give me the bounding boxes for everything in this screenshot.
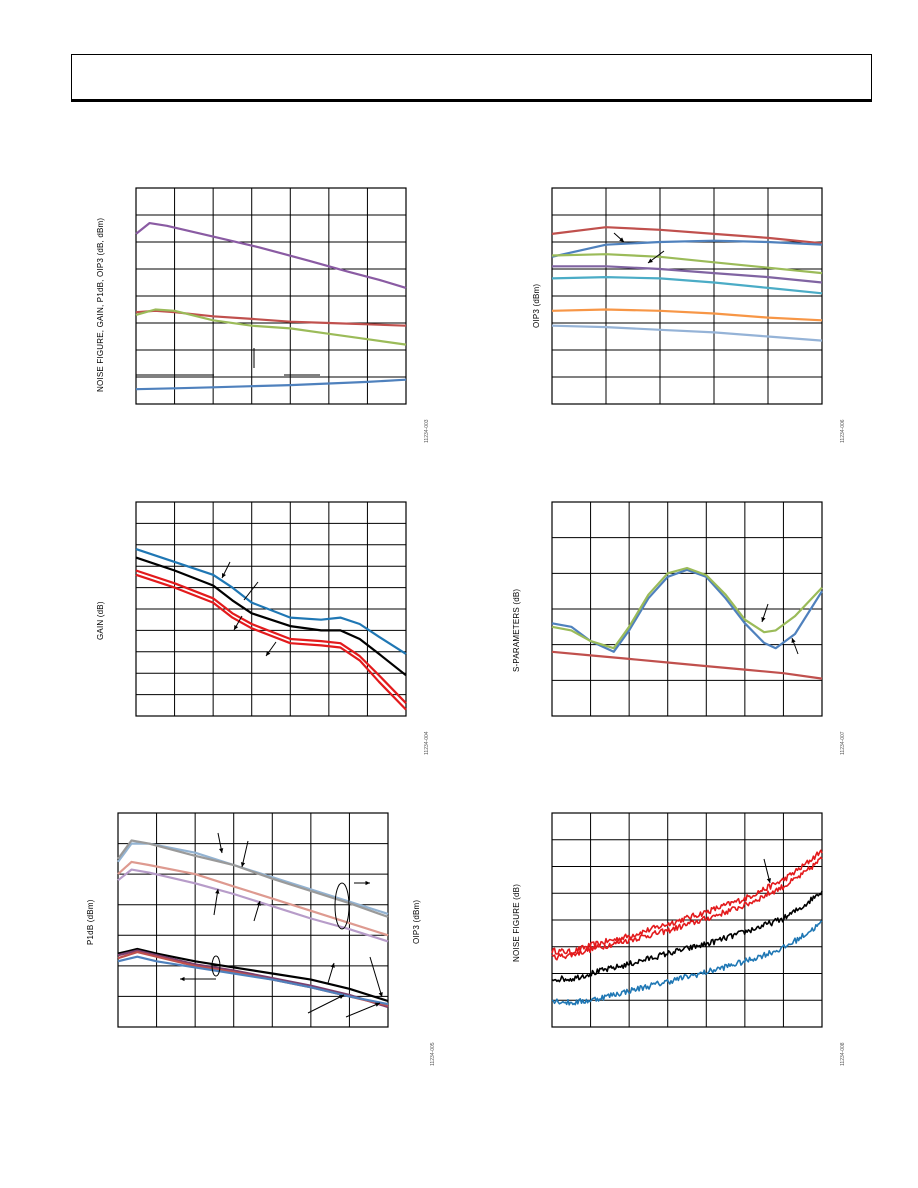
pointer-arrow-head xyxy=(648,258,653,263)
pointer-arrow xyxy=(243,581,259,601)
series-line xyxy=(117,947,389,1003)
series-line xyxy=(551,239,823,258)
figure-id-fig5: 11234-005 xyxy=(430,1042,436,1066)
series-line xyxy=(117,951,389,1007)
pointer-arrow-head xyxy=(330,963,335,968)
pointer-arrow-head xyxy=(218,848,224,853)
pointer-arrow-head xyxy=(619,237,624,242)
series-line xyxy=(551,849,823,956)
series-group-oval-oip3 xyxy=(334,882,350,930)
figure-id-fig6: 11234-006 xyxy=(840,419,846,443)
pointer-arrow-head xyxy=(180,976,185,982)
series-line xyxy=(117,955,389,1006)
series-line xyxy=(135,378,407,391)
chart-plot-area xyxy=(551,187,823,405)
chart-p1db-oip3 xyxy=(117,812,389,1028)
plot-frame xyxy=(117,812,389,1028)
pointer-arrow xyxy=(345,1002,381,1018)
chart-plot-area xyxy=(135,187,407,405)
series-line xyxy=(551,856,823,961)
pointer-arrow-head xyxy=(266,651,271,656)
y-axis-label-left-fig5: P1dB (dBm) xyxy=(86,899,95,945)
y-axis-label-fig6: OIP3 (dBm) xyxy=(532,283,541,328)
plot-frame xyxy=(551,812,823,1028)
pointer-arrow-head xyxy=(365,880,370,886)
plot-frame xyxy=(551,501,823,717)
series-line xyxy=(551,920,823,1006)
series-line xyxy=(135,221,407,289)
chart-plot-area xyxy=(117,812,389,1028)
series-line xyxy=(117,949,389,1009)
plot-frame xyxy=(135,187,407,405)
series-line xyxy=(551,253,823,275)
chart-plot-area xyxy=(551,812,823,1028)
series-line xyxy=(135,309,407,327)
pointer-arrow-head xyxy=(791,638,796,643)
series-line xyxy=(551,890,823,983)
series-group-oval-p1db xyxy=(211,955,221,977)
pointer-arrow xyxy=(307,994,345,1014)
pointer-arrow-head xyxy=(761,617,766,622)
pointer-arrow-head xyxy=(222,573,226,578)
series-line xyxy=(135,573,407,711)
series-line xyxy=(551,226,823,245)
y-axis-label-fig8: NOISE FIGURE (dB) xyxy=(512,883,521,962)
pointer-arrow-head xyxy=(234,625,239,630)
series-line xyxy=(135,548,407,655)
pointer-arrow-head xyxy=(256,901,261,906)
pointer-arrow-head xyxy=(375,1002,380,1007)
figure-id-fig8: 11234-008 xyxy=(840,1042,846,1066)
series-line xyxy=(551,275,823,295)
y-axis-label-fig4: GAIN (dB) xyxy=(96,601,105,640)
pointer-arrow-head xyxy=(378,992,383,997)
chart-s-parameters xyxy=(551,501,823,717)
series-line xyxy=(117,868,389,943)
figure-id-fig3: 11234-003 xyxy=(424,419,430,443)
y-axis-label-fig3: NOISE FIGURE, GAIN, P1dB, OIP3 (dB, dBm) xyxy=(96,217,105,392)
series-line xyxy=(551,566,823,650)
chart-noise-figure xyxy=(551,812,823,1028)
pointer-arrow-head xyxy=(339,995,344,999)
chart-gain xyxy=(135,501,407,717)
series-line xyxy=(551,308,823,322)
series-line xyxy=(117,839,389,918)
chart-plot-area xyxy=(551,501,823,717)
series-line xyxy=(551,568,823,653)
pointer-arrow xyxy=(369,956,383,998)
chart-oip3 xyxy=(551,187,823,405)
chart-noise-gain-p1db-oip3 xyxy=(135,187,407,405)
series-line xyxy=(551,324,823,342)
plot-frame xyxy=(551,187,823,405)
series-line xyxy=(135,308,407,346)
figure-id-fig7: 11234-007 xyxy=(840,731,846,755)
pointer-arrow-head xyxy=(240,862,246,867)
figure-id-fig4: 11234-004 xyxy=(424,731,430,755)
y-axis-label-fig7: S-PARAMETERS (dB) xyxy=(512,588,521,672)
page-header-box xyxy=(71,54,872,102)
chart-plot-area xyxy=(135,501,407,717)
plot-frame xyxy=(135,501,407,717)
series-line xyxy=(135,569,407,704)
series-line xyxy=(552,265,823,284)
series-line xyxy=(135,556,407,677)
y-axis-label-right-fig5: OIP3 (dBm) xyxy=(412,899,421,944)
pointer-arrow-head xyxy=(766,878,772,883)
pointer-arrow-head xyxy=(215,889,220,894)
series-line xyxy=(551,650,823,680)
